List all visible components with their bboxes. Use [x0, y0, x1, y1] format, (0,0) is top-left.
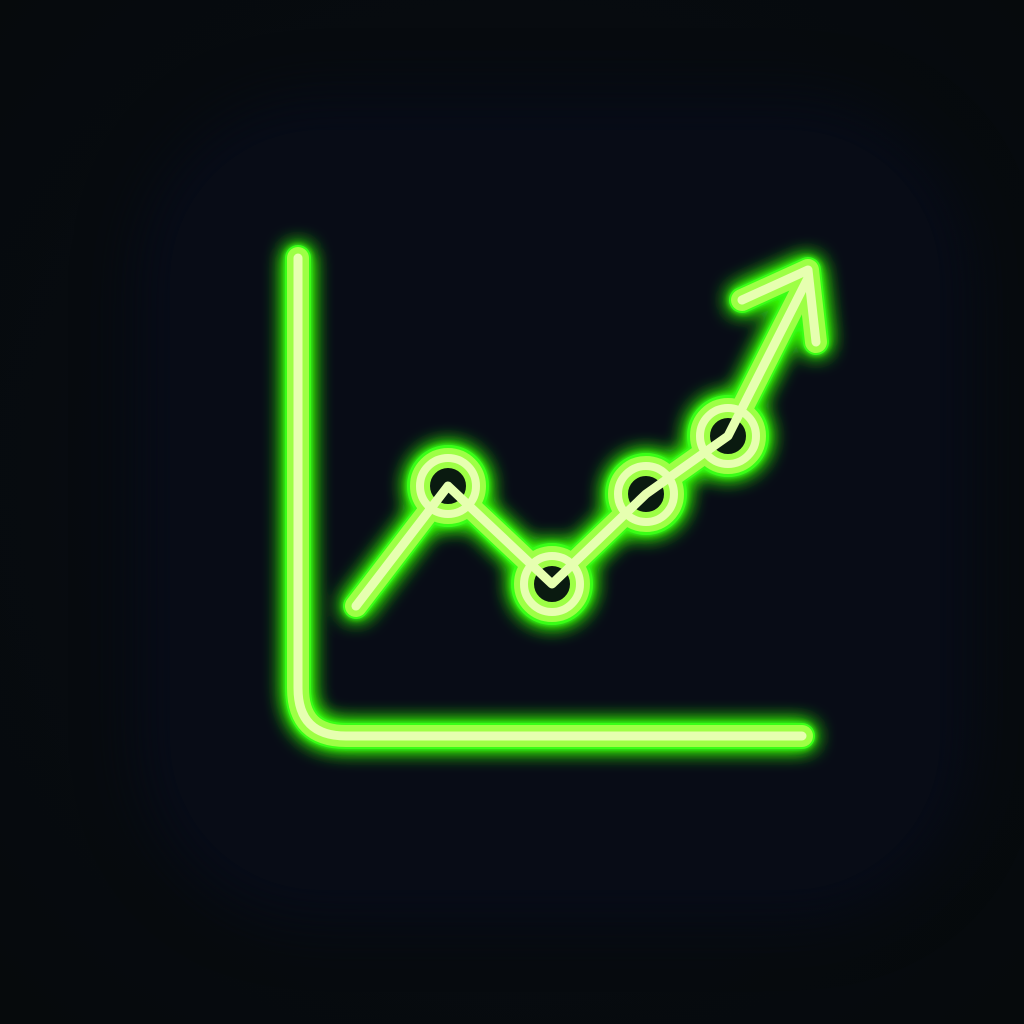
chart-axes: [287, 247, 813, 747]
neon-glow: [285, 245, 829, 749]
